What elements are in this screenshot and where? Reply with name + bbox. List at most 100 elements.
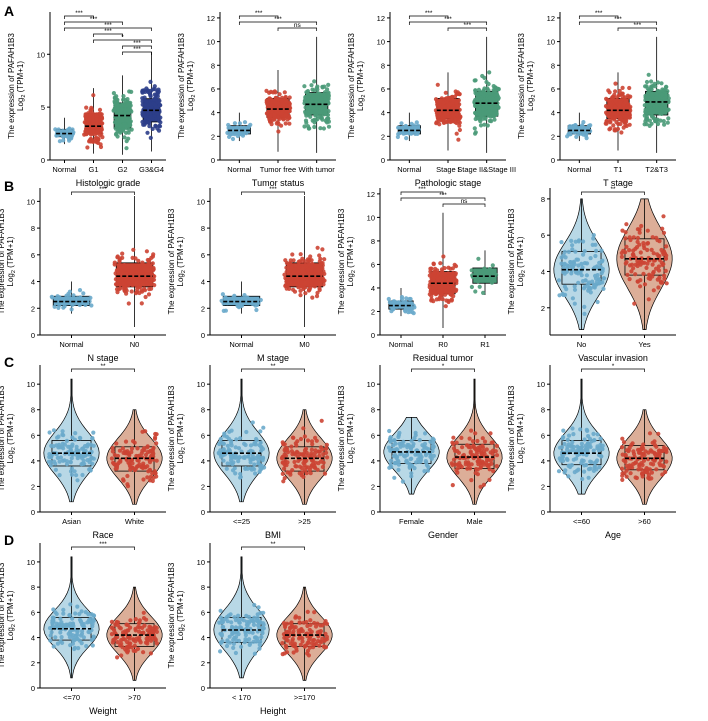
data-point [146,292,152,297]
data-point [448,291,453,296]
x-axis-title: Histologic grade [76,178,141,188]
data-point [305,90,310,95]
significance-bracket [578,21,658,25]
data-point [651,251,656,256]
data-point [250,630,255,635]
data-point [582,469,587,474]
data-point [322,638,327,643]
significance-bracket [617,27,658,31]
data-point [389,458,394,463]
data-point [571,447,576,452]
significance-label: *** [133,46,141,53]
data-point [258,464,263,470]
data-point [136,258,141,263]
data-point [441,254,446,259]
data-point [280,455,285,460]
data-point [627,465,632,470]
data-point [51,619,56,624]
data-point [563,255,568,260]
y-tick-label: 10 [367,380,375,389]
data-point [223,616,228,622]
data-point [288,258,293,263]
data-point [230,468,236,473]
data-point [260,625,265,631]
data-point [568,464,573,470]
y-tick-label: 12 [367,190,375,199]
significance-label: ** [270,541,276,548]
data-point [287,95,292,100]
data-point [598,436,603,441]
data-point [657,452,662,457]
data-point [287,103,292,109]
data-point [584,427,589,432]
data-point [280,641,285,646]
data-point [274,101,279,106]
data-point [647,118,653,123]
data-point [478,123,484,128]
x-tick-label: G2 [117,165,127,174]
data-point [469,478,474,483]
data-point [291,269,296,274]
data-point [473,110,478,115]
data-point [324,442,329,447]
y-tick-label: 0 [541,508,545,517]
significance-bracket [277,27,318,31]
data-point [396,301,401,306]
y-tick-label: 10 [207,38,215,47]
data-point [390,307,395,312]
data-point [598,442,603,447]
data-point [443,304,448,309]
data-point [226,122,231,128]
data-point [625,272,630,277]
data-point [469,428,474,433]
data-point [443,288,449,293]
data-point [559,240,564,245]
data-point [122,103,127,108]
data-point [305,465,310,470]
data-point [564,287,569,292]
y-tick-label: 4 [31,634,35,643]
significance-label: *** [614,16,622,23]
data-point [619,466,625,471]
data-point [151,267,156,272]
data-point [413,433,418,438]
data-point [601,276,606,281]
y-tick-label: 6 [211,85,215,94]
data-point [469,268,474,273]
data-point [264,98,270,103]
data-point [635,259,640,264]
data-point [451,441,456,447]
data-point [648,102,653,107]
data-point [77,302,82,308]
data-point [283,94,288,100]
data-point [110,449,115,454]
x-tick-label: N0 [130,340,140,349]
y-axis-title: The expression of PAFAH1B3 [167,385,176,491]
data-point [151,445,156,451]
data-point [496,87,501,92]
y-tick-label: 8 [201,583,205,592]
data-point [76,453,81,458]
data-point [487,477,492,482]
data-point [109,619,114,625]
data-point [566,249,571,254]
y-tick-label: 6 [381,85,385,94]
data-point [657,275,662,280]
data-point [628,94,633,99]
data-point [480,445,486,450]
y-tick-label: 10 [377,38,385,47]
data-point [231,645,236,651]
data-point [322,271,327,276]
data-point [312,117,317,123]
y-tick-label: 10 [197,380,205,389]
significance-label: *** [444,16,452,23]
significance-label: *** [425,10,433,17]
data-point [130,268,135,273]
data-point [490,263,495,268]
row-letter-a: A [4,3,14,19]
y-axis-unit: Log2 (TPM+1) [176,590,187,640]
y-tick-label: 2 [541,482,545,491]
data-point [89,637,94,643]
